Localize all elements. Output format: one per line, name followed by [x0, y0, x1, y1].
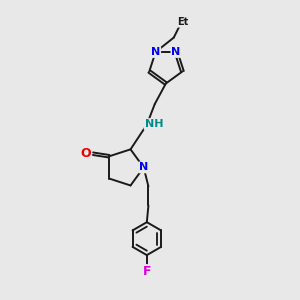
Text: O: O — [81, 147, 91, 160]
Text: N: N — [171, 47, 181, 57]
Text: Et: Et — [178, 17, 189, 27]
Text: N: N — [151, 47, 160, 57]
Text: N: N — [139, 162, 148, 172]
Text: NH: NH — [145, 119, 163, 129]
Text: F: F — [142, 265, 151, 278]
